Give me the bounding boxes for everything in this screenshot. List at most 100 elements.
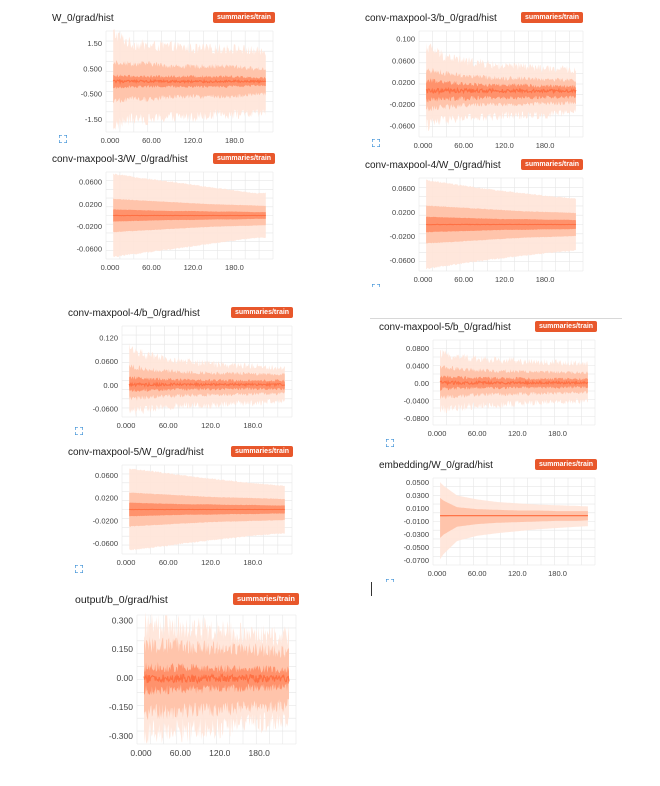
y-tick-label: 0.0800 [406, 344, 429, 353]
x-axis: 0.000 60.00 120.0 180.0 [428, 569, 567, 578]
median-line [112, 78, 266, 85]
y-tick-label: -0.0200 [390, 232, 415, 241]
y-axis: 0.0800 0.0400 0.00 -0.0400 -0.0800 [404, 344, 429, 423]
y-tick-label: -0.0300 [404, 530, 429, 539]
y-tick-label: 0.0600 [392, 56, 415, 65]
y-tick-label: -0.0600 [93, 405, 118, 414]
median-series [425, 86, 577, 96]
histogram-bands [426, 42, 576, 133]
y-tick-label: 0.100 [396, 35, 415, 44]
chart-card-conv4-b0: conv-maxpool-4/b_0/grad/hist summaries/t… [68, 307, 296, 438]
y-tick-label: -0.0600 [77, 244, 102, 253]
y-tick-label: -0.0200 [77, 222, 102, 231]
x-tick-label: 0.000 [414, 275, 433, 284]
y-axis: 0.100 0.0600 0.0200 -0.0200 -0.0600 [390, 35, 415, 131]
x-axis: 0.000 60.00 120.0 180.0 [117, 421, 263, 430]
x-tick-label: 0.000 [101, 136, 120, 145]
run-tag: summaries/train [231, 307, 294, 318]
x-tick-label: 120.0 [495, 141, 514, 150]
run-tag: summaries/train [231, 446, 294, 457]
y-tick-label: -0.0200 [390, 100, 415, 109]
x-tick-label: 120.0 [508, 429, 527, 438]
fullscreen-icon[interactable] [372, 284, 380, 288]
x-tick-label: 120.0 [184, 136, 203, 145]
x-tick-label: 0.000 [428, 429, 447, 438]
x-tick-label: 180.0 [243, 421, 262, 430]
fullscreen-icon[interactable] [386, 579, 394, 583]
fullscreen-icon[interactable] [75, 565, 83, 573]
chart-plot: 0.0600 0.0200 -0.0200 -0.0600 0.000 60.00 120.… [390, 177, 584, 284]
chart-plot: 0.0800 0.0400 0.00 -0.0400 -0.0800 0.000 60.00… [404, 339, 596, 438]
y-tick-label: 0.0600 [79, 178, 102, 187]
median-line [128, 381, 286, 388]
x-tick-label: 180.0 [225, 136, 244, 145]
y-tick-label: 0.150 [112, 644, 134, 654]
x-tick-label: 180.0 [548, 429, 567, 438]
x-tick-label: 0.000 [101, 263, 120, 272]
x-tick-label: 0.000 [428, 569, 447, 578]
y-tick-label: 0.0200 [392, 208, 415, 217]
median-series [112, 78, 266, 85]
chart-plot: 0.100 0.0600 0.0200 -0.0200 -0.0600 0.000 60.0… [390, 30, 584, 150]
x-tick-label: 0.000 [117, 421, 136, 430]
chart-card-embedding-w0: embedding/W_0/grad/hist summaries/train … [379, 459, 599, 585]
band-1 [440, 497, 588, 538]
x-tick-label: 0.000 [130, 748, 152, 758]
y-tick-label: 0.0200 [95, 494, 118, 503]
chart-card-conv3-b0: conv-maxpool-3/b_0/grad/hist summaries/t… [365, 12, 587, 150]
x-tick-label: 180.0 [243, 558, 262, 567]
y-tick-label: 0.300 [112, 615, 134, 625]
chart-title: conv-maxpool-3/b_0/grad/hist [365, 13, 497, 24]
y-tick-label: -0.150 [109, 702, 133, 712]
fullscreen-icon[interactable] [372, 139, 380, 147]
run-tag: summaries/train [535, 321, 598, 332]
y-axis: 0.0500 0.0300 0.0100 -0.0100 -0.0300 -0.0500 -… [404, 478, 429, 565]
y-tick-label: 0.0200 [79, 200, 102, 209]
fullscreen-icon[interactable] [386, 439, 394, 447]
chart-card-conv4-w0: conv-maxpool-4/W_0/grad/hist summaries/t… [365, 159, 587, 288]
y-tick-label: 0.0500 [406, 478, 429, 487]
y-tick-label: 0.0300 [406, 491, 429, 500]
x-tick-label: 180.0 [548, 569, 567, 578]
chart-card-conv5-b0: conv-maxpool-5/b_0/grad/hist summaries/t… [379, 321, 599, 450]
y-tick-label: 0.0600 [392, 184, 415, 193]
text-cursor [371, 582, 372, 596]
y-tick-label: -1.50 [85, 115, 102, 124]
y-tick-label: -0.0600 [390, 122, 415, 131]
fullscreen-icon[interactable] [59, 135, 67, 143]
chart-plot: 0.0600 0.0200 -0.0200 -0.0600 0.000 60.00 120.… [93, 464, 293, 567]
run-tag: summaries/train [535, 459, 598, 470]
chart-plot: 0.0600 0.0200 -0.0200 -0.0600 0.000 60.00 120.… [77, 171, 274, 272]
x-tick-label: 60.00 [454, 141, 473, 150]
x-axis: 0.000 60.00 120.0 180.0 [414, 141, 555, 150]
y-tick-label: 0.0400 [406, 362, 429, 371]
y-tick-label: -0.0600 [93, 539, 118, 548]
x-axis: 0.000 60.00 120.0 180.0 [101, 136, 244, 145]
median-line [143, 672, 290, 685]
median-series [143, 672, 290, 685]
fullscreen-icon[interactable] [75, 427, 83, 435]
y-axis: 1.50 0.500 -0.500 -1.50 [81, 39, 102, 124]
y-tick-label: 0.0600 [95, 471, 118, 480]
median-line [439, 379, 589, 386]
x-tick-label: 60.00 [454, 275, 473, 284]
band-2 [426, 78, 576, 103]
y-tick-label: 0.120 [99, 333, 118, 342]
x-axis: 0.000 60.00 120.0 180.0 [101, 263, 244, 272]
x-tick-label: 180.0 [536, 141, 555, 150]
median-series [128, 381, 286, 388]
median-series [439, 379, 589, 386]
chart-title: conv-maxpool-5/b_0/grad/hist [379, 322, 511, 333]
x-tick-label: 0.000 [117, 558, 136, 567]
y-axis: 0.0600 0.0200 -0.0200 -0.0600 [93, 471, 118, 548]
y-tick-label: 0.00 [414, 379, 429, 388]
x-axis: 0.000 60.00 120.0 180.0 [117, 558, 263, 567]
x-axis: 0.000 60.00 120.0 180.0 [428, 429, 567, 438]
chart-card-output-b0: output/b_0/grad/hist summaries/train 0.3… [75, 593, 300, 758]
x-tick-label: 0.000 [414, 141, 433, 150]
x-tick-label: 120.0 [209, 748, 231, 758]
x-tick-label: 180.0 [536, 275, 555, 284]
y-tick-label: -0.300 [109, 731, 133, 741]
run-tag: summaries/train [521, 12, 584, 23]
y-tick-label: -0.500 [81, 90, 102, 99]
